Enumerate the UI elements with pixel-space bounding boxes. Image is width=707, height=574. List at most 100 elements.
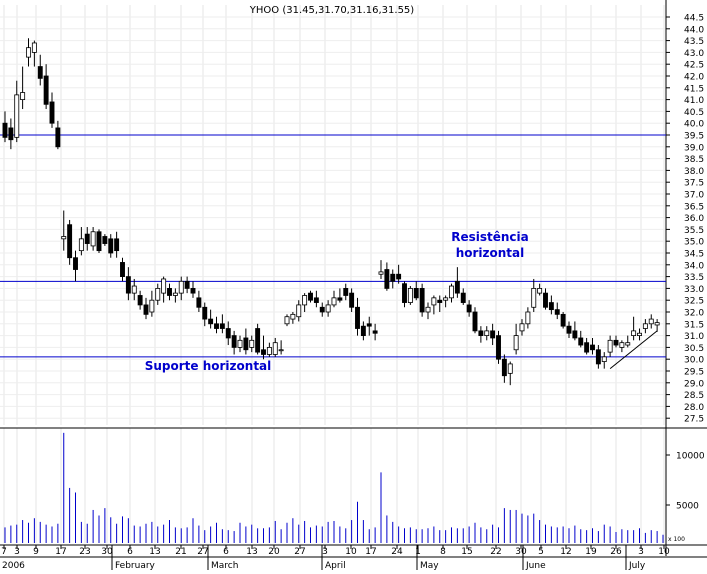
price-tick-label: 43.0 (684, 49, 704, 59)
candle-body (143, 304, 149, 315)
candle-body (572, 330, 578, 339)
candle-body (255, 328, 261, 353)
price-tick-label: 30.0 (684, 356, 704, 366)
day-tick-label: 27 (294, 547, 305, 557)
price-tick-label: 35.0 (684, 238, 704, 248)
candle-body (637, 332, 642, 336)
price-tick-label: 36.5 (684, 202, 704, 212)
candle-body (37, 66, 43, 79)
candle-body (243, 337, 249, 351)
candle-body (167, 287, 172, 296)
candle-body (407, 287, 413, 303)
day-tick-label: 23 (79, 547, 90, 557)
day-tick-label: 9 (33, 547, 39, 557)
candle-body (554, 309, 560, 315)
day-tick-label: 30 (101, 547, 113, 557)
candle-body (466, 304, 472, 313)
candle-body (8, 127, 14, 141)
horizontal-lines (0, 134, 666, 358)
candle-body (654, 322, 660, 326)
day-tick-label: 3 (14, 547, 20, 557)
candle-body (349, 292, 355, 308)
candle-body (413, 287, 419, 299)
price-tick-label: 37.5 (684, 179, 704, 189)
candle-body (90, 231, 96, 247)
candle-body (14, 94, 20, 138)
candle-body (284, 316, 290, 325)
price-tick-label: 41.5 (684, 84, 704, 94)
month-label: April (325, 561, 346, 570)
candle-body (513, 335, 519, 351)
price-tick-label: 40.0 (684, 120, 704, 130)
price-tick-label: 43.5 (684, 37, 704, 47)
candle-body (372, 330, 378, 334)
price-tick-label: 44.5 (684, 14, 704, 24)
candle-body (266, 346, 272, 355)
candle-body (490, 330, 496, 339)
candle-body (325, 304, 331, 313)
candle-body (20, 92, 26, 100)
candle-body (578, 337, 584, 346)
price-tick-label: 42.0 (684, 73, 704, 83)
price-tick-label: 28.5 (684, 391, 704, 401)
candle-body (396, 273, 402, 280)
candle-body (96, 231, 102, 252)
candle-body (155, 287, 161, 301)
day-tick-label: 19 (585, 547, 597, 557)
month-label: February (115, 561, 156, 570)
candle-body (290, 313, 296, 320)
candle-body (278, 349, 284, 352)
price-tick-label: 39.0 (684, 143, 704, 153)
price-tick-label: 42.5 (684, 61, 704, 71)
candle-body (537, 287, 543, 294)
day-tick-label: 3 (322, 547, 328, 557)
candle-body (31, 42, 37, 53)
day-tick-label: 5 (538, 547, 544, 557)
day-tick-label: 10 (345, 547, 357, 557)
price-tick-label: 29.0 (684, 379, 704, 389)
day-tick-label: 24 (391, 547, 403, 557)
candle-body (378, 271, 384, 275)
trendline (609, 330, 658, 370)
month-label: May (420, 561, 439, 570)
candle-body (219, 323, 225, 329)
day-tick-label: 30 (515, 547, 527, 557)
candle-body (108, 238, 114, 254)
candle-body (184, 280, 190, 289)
day-tick-label: 12 (560, 547, 571, 557)
candle-body (261, 349, 266, 355)
candle-body (78, 238, 84, 252)
price-tick-label: 27.5 (684, 415, 704, 425)
price-tick-label: 32.0 (684, 309, 704, 319)
candle-body (249, 339, 255, 348)
candle-body (443, 297, 449, 301)
candle-body (26, 47, 31, 58)
day-tick-label: 27 (197, 547, 208, 557)
annotation-support: Suporte horizontal (145, 359, 272, 373)
day-tick-label: 17 (55, 547, 66, 557)
candle-body (501, 358, 507, 377)
day-tick-label: 17 (365, 547, 376, 557)
candle-body (296, 304, 302, 318)
candle-body (61, 236, 67, 240)
month-label: June (525, 561, 546, 570)
day-tick-label: 1 (415, 547, 421, 557)
candle-body (431, 297, 437, 306)
candle-body (478, 330, 484, 337)
candle-body (390, 273, 396, 282)
price-tick-label: 34.0 (684, 261, 704, 271)
volume-axis: 10000 5000 (666, 452, 705, 512)
day-tick-label: 7 (1, 547, 7, 557)
candle-body (566, 325, 572, 334)
plot-frame (0, 0, 707, 558)
volume-tick-label: 10000 (676, 452, 705, 462)
candle-body (531, 287, 537, 308)
candle-body (590, 344, 595, 351)
price-tick-label: 37.0 (684, 191, 704, 201)
price-tick-label: 34.5 (684, 250, 704, 260)
candle-body (437, 299, 443, 303)
price-tick-label: 38.5 (684, 155, 704, 165)
day-tick-label: 21 (175, 547, 186, 557)
day-tick-label: 13 (149, 547, 160, 557)
